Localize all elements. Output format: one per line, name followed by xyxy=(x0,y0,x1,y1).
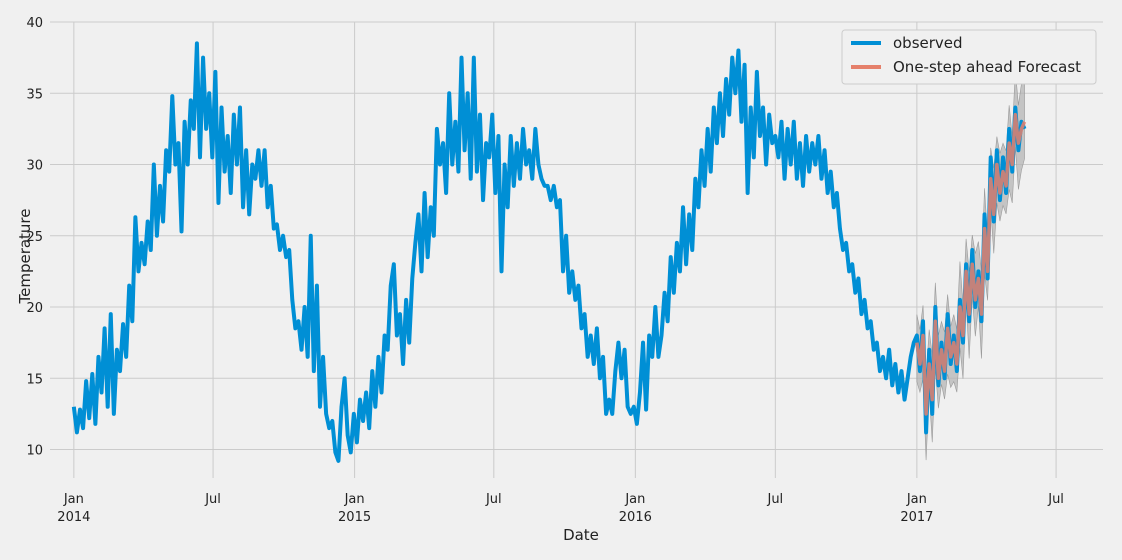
x-axis-ticks: Jan 2014 Jul Jan 2015 Jul Jan 2016 Jul Jan 2017 Jul xyxy=(57,492,1064,525)
series-lines xyxy=(71,41,1027,463)
forecast-series-line xyxy=(915,112,1027,416)
y-tick-label: 10 xyxy=(26,444,43,459)
x-tick-label: Jan xyxy=(344,492,365,507)
legend-label-observed: observed xyxy=(893,34,963,52)
observed-series-line xyxy=(71,41,1027,463)
y-axis-ticks: 10 15 20 25 30 35 40 xyxy=(26,16,43,459)
y-tick-label: 20 xyxy=(26,301,43,316)
y-tick-label: 35 xyxy=(26,87,43,102)
legend: observed One-step ahead Forecast xyxy=(841,29,1097,85)
x-tick-label: Jan xyxy=(624,492,645,507)
x-tick-label: Jul xyxy=(485,492,502,507)
x-tick-label: Jul xyxy=(1047,492,1064,507)
y-axis-label: Temperature xyxy=(16,208,34,304)
x-axis-label: Date xyxy=(563,526,599,544)
y-tick-label: 25 xyxy=(26,230,43,245)
legend-box xyxy=(841,29,1097,85)
legend-label-forecast: One-step ahead Forecast xyxy=(893,58,1081,76)
y-tick-label: 15 xyxy=(26,372,43,387)
y-tick-label: 30 xyxy=(26,159,43,174)
x-tick-label: Jul xyxy=(766,492,783,507)
x-tick-year-label: 2016 xyxy=(619,510,652,525)
x-tick-year-label: 2014 xyxy=(57,510,90,525)
y-tick-label: 40 xyxy=(26,16,43,31)
x-tick-label: Jul xyxy=(204,492,221,507)
x-tick-year-label: 2017 xyxy=(900,510,933,525)
x-tick-label: Jan xyxy=(906,492,927,507)
x-tick-label: Jan xyxy=(63,492,84,507)
x-tick-year-label: 2015 xyxy=(338,510,371,525)
